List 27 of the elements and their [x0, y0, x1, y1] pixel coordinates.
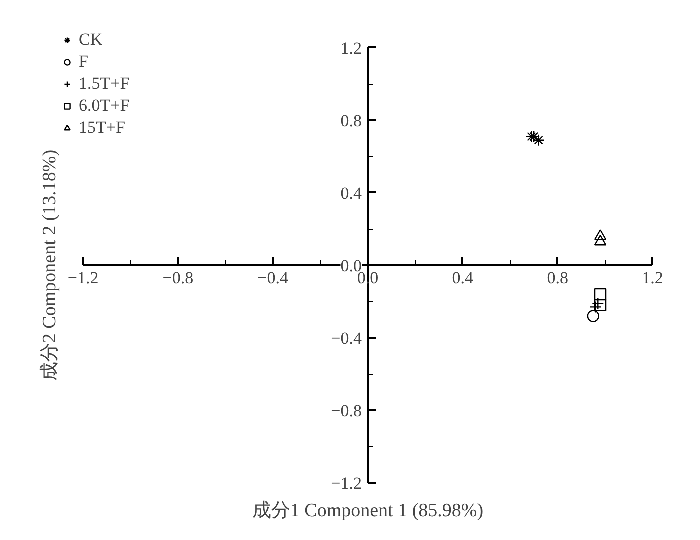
legend-label: F: [79, 52, 90, 72]
point: [532, 134, 545, 146]
y-axis-title: 成分2 Component 2 (13.18%): [40, 150, 60, 382]
point: [526, 130, 538, 143]
legend-label: 15T+F: [79, 118, 126, 138]
x-tick-label: −0.8: [162, 268, 194, 288]
legend-label: 1.5T+F: [79, 74, 130, 94]
legend-label: 6.0T+F: [79, 96, 130, 116]
point: [528, 130, 540, 143]
legend-label: CK: [79, 30, 103, 50]
x-tick-label: −0.4: [258, 268, 290, 288]
y-tick-label: 1.2: [340, 38, 362, 58]
x-tick-label: −1.2: [68, 268, 99, 288]
x-axis-title: 成分1 Component 1 (85.98%): [252, 500, 484, 522]
x-tick-label: 1.2: [642, 268, 664, 288]
y-tick-label: −1.2: [331, 474, 362, 494]
y-tick-label: −0.4: [331, 329, 362, 348]
x-tick-label: 0.4: [452, 268, 474, 288]
x-tick-label: 0.8: [547, 268, 568, 288]
point: [594, 230, 607, 240]
y-tick-label: 0.8: [340, 111, 362, 130]
y-tick-label: −0.8: [331, 402, 362, 421]
point: [594, 299, 607, 312]
point: [594, 288, 607, 301]
point: [594, 234, 607, 246]
point: [587, 310, 600, 322]
y-tick-label: 0.4: [340, 184, 362, 203]
